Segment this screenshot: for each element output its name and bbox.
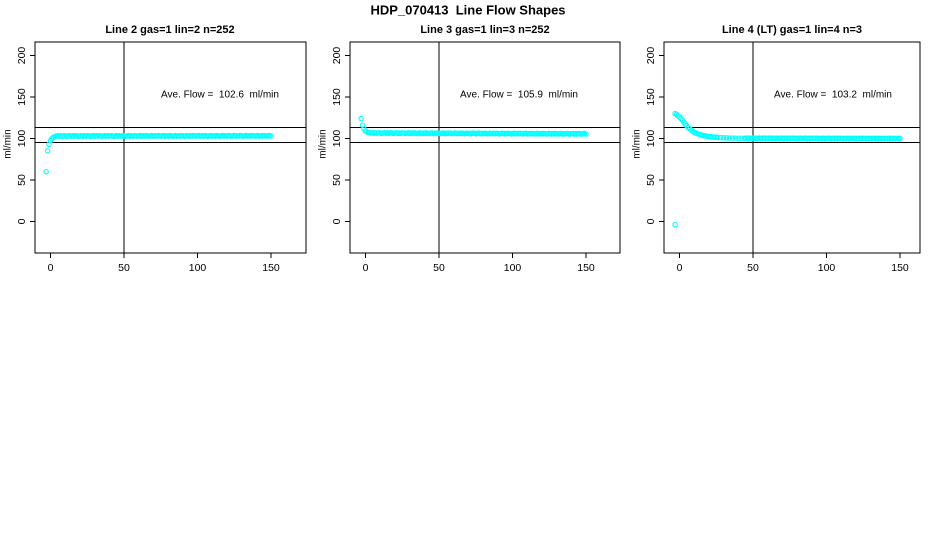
ave-flow-annotation-line2: Ave. Flow = 102.6 ml/min [161,89,279,101]
plot-box [34,41,307,254]
x-tick-label: 0 [677,262,683,274]
x-tick-label: 150 [891,262,909,274]
figure-title: HDP_070413 Line Flow Shapes [370,2,566,18]
data-points [672,110,903,228]
x-tick-label: 50 [118,262,130,274]
y-tick-label: 50 [645,174,657,186]
plot-box [349,41,621,254]
plot-panel-1: 0 50 100 150 0 50 100 150 200 [16,41,307,274]
y-axis: 0 50 100 150 200 [645,47,664,224]
data-point [672,222,678,228]
y-tick-label: 150 [16,88,28,106]
data-points [43,132,274,175]
y-axis: 0 50 100 150 200 [331,47,350,224]
data-point [729,135,736,141]
data-point [723,135,730,141]
x-tick-label: 0 [48,262,54,274]
plot-panel-3: 0 50 100 150 0 50 100 150 200 [645,41,921,274]
y-tick-label: 100 [645,130,657,148]
data-point [726,135,733,141]
data-point [714,134,721,141]
x-tick-label: 150 [262,262,280,274]
y-tick-label: 150 [331,88,343,106]
plot-box [663,41,921,254]
x-tick-label: 100 [504,262,522,274]
x-tick-label: 100 [189,262,207,274]
x-tick-label: 100 [818,262,836,274]
panel-title-line3: Line 3 gas=1 lin=3 n=252 [420,24,550,36]
y-axis: 0 50 100 150 200 [16,47,35,224]
reference-lines [664,42,920,253]
data-point [268,133,274,139]
data-point [717,134,724,141]
y-tick-label: 100 [16,130,28,148]
data-point [44,148,51,154]
reference-lines [350,42,620,253]
data-point [720,135,727,141]
data-points [358,115,589,137]
y-tick-label: 200 [331,47,343,65]
data-point [732,135,739,141]
ave-flow-annotation-line3: Ave. Flow = 105.9 ml/min [460,89,578,101]
y-tick-label: 50 [16,174,28,186]
x-tick-label: 0 [363,262,369,274]
y-tick-label: 200 [645,47,657,65]
x-tick-label: 50 [747,262,759,274]
y-tick-label: 0 [331,218,343,224]
y-tick-label: 50 [331,174,343,186]
y-tick-label: 150 [645,88,657,106]
y-tick-label: 200 [16,47,28,65]
data-point [43,168,49,175]
data-point [583,131,589,137]
panel-title-line4: Line 4 (LT) gas=1 lin=4 n=3 [721,24,863,36]
x-axis: 0 50 100 150 [677,253,909,274]
y-tick-label: 0 [645,218,657,224]
reference-lines [35,42,306,253]
data-point [735,135,742,141]
x-axis: 0 50 100 150 [363,253,595,274]
y-tick-label: 0 [16,218,28,224]
x-tick-label: 150 [577,262,595,274]
x-tick-label: 50 [433,262,445,274]
x-axis: 0 50 100 150 [48,253,280,274]
ave-flow-annotation-line4: Ave. Flow = 103.2 ml/min [774,89,892,101]
y-tick-label: 100 [331,130,343,148]
data-point [358,115,364,122]
plot-panel-2: 0 50 100 150 0 50 100 150 200 [331,41,621,274]
data-point [897,135,903,142]
panel-title-line2: Line 2 gas=1 lin=2 n=252 [105,24,235,36]
